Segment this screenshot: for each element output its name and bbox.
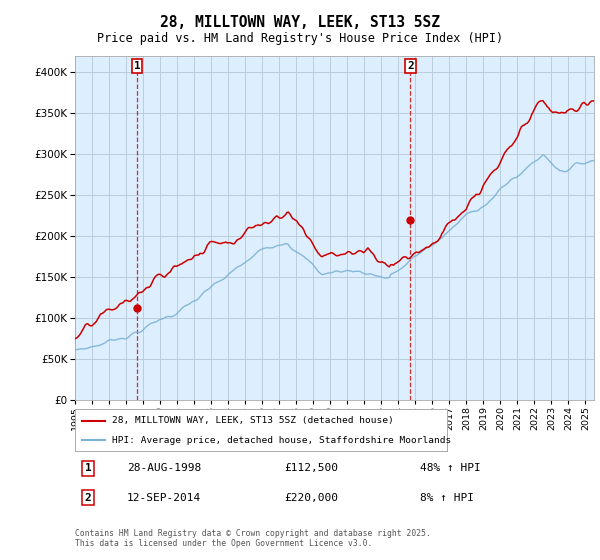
- Text: HPI: Average price, detached house, Staffordshire Moorlands: HPI: Average price, detached house, Staf…: [112, 436, 451, 445]
- Text: 12-SEP-2014: 12-SEP-2014: [127, 493, 202, 503]
- Text: 1: 1: [134, 61, 140, 71]
- Text: 2: 2: [85, 493, 91, 503]
- Text: 48% ↑ HPI: 48% ↑ HPI: [419, 463, 480, 473]
- Text: 8% ↑ HPI: 8% ↑ HPI: [419, 493, 473, 503]
- Text: Contains HM Land Registry data © Crown copyright and database right 2025.
This d: Contains HM Land Registry data © Crown c…: [75, 529, 431, 548]
- Text: Price paid vs. HM Land Registry's House Price Index (HPI): Price paid vs. HM Land Registry's House …: [97, 31, 503, 45]
- Text: 28-AUG-1998: 28-AUG-1998: [127, 463, 202, 473]
- Text: 1: 1: [85, 463, 91, 473]
- Text: £220,000: £220,000: [284, 493, 338, 503]
- Text: 2: 2: [407, 61, 414, 71]
- Text: 28, MILLTOWN WAY, LEEK, ST13 5SZ (detached house): 28, MILLTOWN WAY, LEEK, ST13 5SZ (detach…: [112, 416, 394, 425]
- Text: £112,500: £112,500: [284, 463, 338, 473]
- Text: 28, MILLTOWN WAY, LEEK, ST13 5SZ: 28, MILLTOWN WAY, LEEK, ST13 5SZ: [160, 15, 440, 30]
